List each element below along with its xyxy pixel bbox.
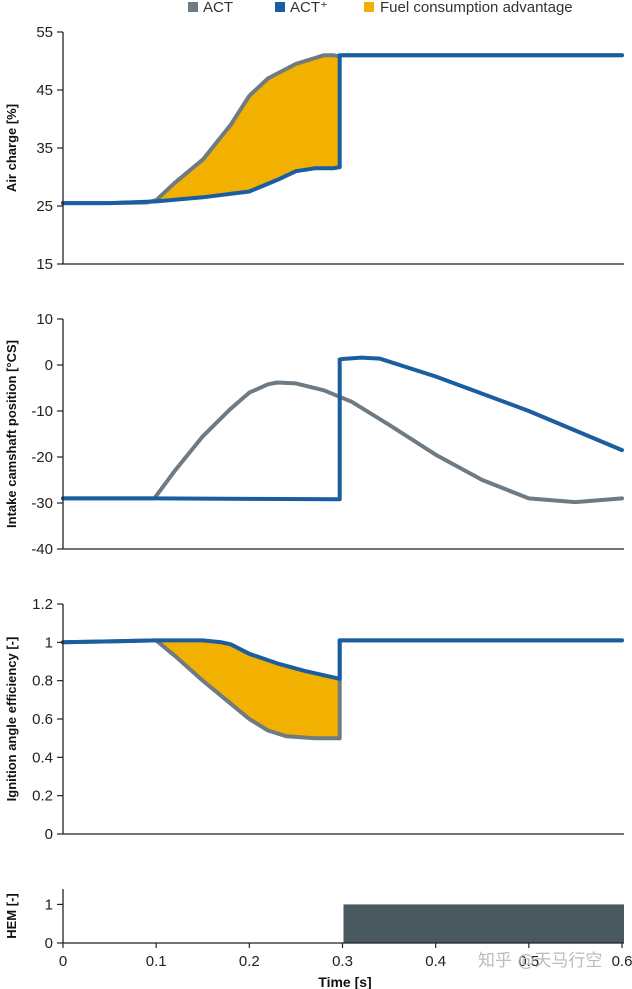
panel-hem: 01 0 0.1 0.2 0.3 0.4 0.5 0.6 HEM [-] Time [s] — [4, 889, 632, 989]
y-ticks-cam: -40 -30 -20 -10 0 10 — [31, 311, 63, 558]
y-tick-label-ign: 0.6 — [32, 711, 53, 728]
panel-camshaft: -40 -30 -20 -10 0 10 Intake camshaft position… — [4, 311, 624, 558]
y-axis-label-hem: HEM [-] — [4, 893, 19, 939]
advantage-area-ign — [156, 640, 340, 739]
legend-label-advantage: Fuel consumption advantage — [380, 0, 573, 16]
legend-swatch-act — [188, 2, 198, 12]
legend: ACT ACT⁺ Fuel consumption advantage — [188, 0, 573, 16]
x-tick-label: 0.2 — [239, 953, 260, 970]
y-tick-label-air: 15 — [36, 256, 53, 273]
y-tick-label-air: 45 — [36, 82, 53, 99]
series-line-act-plus-cam — [61, 355, 624, 502]
y-tick-label-ign: 1.2 — [32, 596, 53, 613]
panel-ignition: 0 0.2 0.4 0.6 0.8 1 1.2 Ignition angle efficie… — [4, 596, 624, 843]
y-tick-label-hem: 1 — [45, 896, 53, 913]
y-axis-label-cam: Intake camshaft position [°CS] — [4, 340, 19, 528]
y-tick-label-cam: -30 — [31, 495, 53, 512]
advantage-area-air — [156, 55, 340, 202]
series-line-act-cam — [61, 380, 624, 505]
watermark: 知乎 @天马行空 — [478, 951, 602, 971]
y-ticks-air: 15 25 35 45 55 — [36, 24, 63, 273]
y-tick-label-air: 25 — [36, 198, 53, 215]
hem-area — [343, 904, 624, 943]
y-tick-label-cam: 10 — [36, 311, 53, 328]
x-tick-label: 0.6 — [612, 953, 632, 970]
series-line-act-plus-air — [61, 53, 624, 206]
legend-swatch-advantage — [364, 2, 374, 12]
legend-label-act-plus: ACT⁺ — [290, 0, 328, 16]
y-axis-label-air: Air charge [%] — [4, 104, 19, 192]
y-tick-label-hem: 0 — [45, 935, 53, 952]
legend-swatch-act-plus — [275, 2, 285, 12]
y-tick-label-air: 35 — [36, 140, 53, 157]
x-tick-label: 0.5 — [518, 953, 539, 970]
y-ticks-hem: 01 — [45, 896, 63, 952]
y-axis-label-ign: Ignition angle efficiency [-] — [4, 637, 19, 802]
y-tick-label-air: 55 — [36, 24, 53, 41]
y-tick-label-ign: 1 — [45, 634, 53, 651]
y-tick-label-ign: 0.4 — [32, 749, 53, 766]
y-tick-label-ign: 0 — [45, 826, 53, 843]
series-line-act-air — [61, 53, 624, 206]
legend-label-act: ACT — [203, 0, 233, 16]
series-line-act-plus-ign — [61, 638, 624, 681]
x-axis-label: Time [s] — [318, 974, 371, 989]
y-tick-label-cam: 0 — [45, 357, 53, 374]
panel-air-charge: 15 25 35 45 55 Air charge [%] — [4, 24, 624, 273]
x-tick-label: 0 — [59, 953, 67, 970]
x-tick-label: 0.3 — [332, 953, 353, 970]
y-tick-label-ign: 0.2 — [32, 788, 53, 805]
x-tick-label: 0.4 — [425, 953, 446, 970]
y-tick-label-ign: 0.8 — [32, 673, 53, 690]
y-tick-label-cam: -20 — [31, 449, 53, 466]
x-tick-label: 0.1 — [146, 953, 167, 970]
y-tick-label-cam: -40 — [31, 541, 53, 558]
y-tick-label-cam: -10 — [31, 403, 53, 420]
series-line-act-ign — [61, 638, 624, 741]
x-ticks: 0 0.1 0.2 0.3 0.4 0.5 0.6 — [59, 943, 632, 970]
y-ticks-ign: 0 0.2 0.4 0.6 0.8 1 1.2 — [32, 596, 63, 843]
